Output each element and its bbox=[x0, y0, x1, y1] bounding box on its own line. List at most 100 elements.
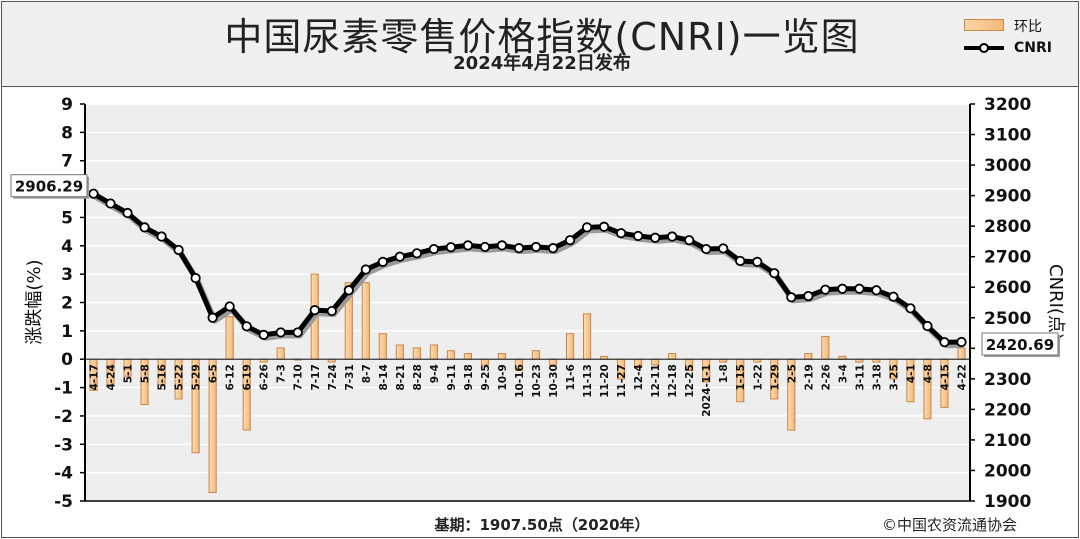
cnri-point bbox=[838, 285, 846, 293]
right-axis-title: CNRI(点) bbox=[1045, 264, 1066, 340]
cnri-point bbox=[328, 307, 336, 315]
cnri-point bbox=[685, 236, 693, 244]
category-label: 12-4 bbox=[633, 364, 645, 390]
cnri-point bbox=[634, 232, 642, 240]
cnri-point bbox=[464, 241, 472, 249]
cnri-point bbox=[889, 292, 897, 300]
cnri-point bbox=[872, 286, 880, 294]
left-tick-label: -1 bbox=[54, 379, 73, 399]
category-label: 2024-1-1 bbox=[701, 364, 713, 417]
category-label: 11-20 bbox=[599, 364, 611, 398]
category-label: 1-8 bbox=[718, 364, 730, 383]
bar-mark bbox=[805, 354, 812, 360]
annotation-last-value: 2420.69 bbox=[982, 333, 1060, 357]
cnri-point bbox=[600, 223, 608, 231]
category-label: 6-19 bbox=[242, 364, 254, 390]
right-tick-label: 2000 bbox=[984, 461, 1031, 481]
cnri-point bbox=[719, 244, 727, 252]
cnri-point bbox=[821, 285, 829, 293]
right-tick-label: 3100 bbox=[984, 126, 1031, 146]
cnri-point bbox=[617, 229, 625, 237]
category-label: 9-25 bbox=[480, 364, 492, 390]
bar-mark bbox=[362, 283, 369, 360]
cnri-point bbox=[549, 244, 557, 252]
category-label: 3-4 bbox=[837, 364, 849, 383]
copyright-note: ©中国农资流通协会 bbox=[882, 514, 1017, 535]
right-tick-label: 2200 bbox=[984, 400, 1031, 420]
category-label: 6-12 bbox=[225, 364, 237, 390]
category-label: 4-15 bbox=[939, 364, 951, 390]
cnri-point bbox=[481, 243, 489, 251]
category-label: 10-23 bbox=[531, 364, 543, 398]
category-label: 7-31 bbox=[344, 364, 356, 390]
cnri-point bbox=[770, 269, 778, 277]
cnri-point bbox=[957, 338, 965, 346]
cnri-point bbox=[702, 245, 710, 253]
left-tick-label: 5 bbox=[61, 208, 73, 228]
bar-mark bbox=[447, 351, 454, 360]
category-label: 12-18 bbox=[667, 364, 679, 398]
category-label: 2-26 bbox=[820, 364, 832, 390]
cnri-point bbox=[532, 243, 540, 251]
left-tick-label: 1 bbox=[61, 322, 73, 342]
category-label: 9-11 bbox=[446, 364, 458, 390]
category-label: 5-29 bbox=[191, 364, 203, 390]
cnri-point bbox=[651, 234, 659, 242]
cnri-point bbox=[804, 292, 812, 300]
category-label: 1-29 bbox=[769, 364, 781, 390]
category-label: 12-11 bbox=[650, 364, 662, 398]
cnri-point bbox=[225, 302, 233, 310]
category-label: 3-18 bbox=[871, 364, 883, 390]
category-label: 10-16 bbox=[514, 364, 526, 398]
cnri-point bbox=[906, 304, 914, 312]
right-tick-label: 2700 bbox=[984, 248, 1031, 268]
cnri-point bbox=[430, 245, 438, 253]
cnri-point bbox=[379, 258, 387, 266]
category-label: 6-5 bbox=[208, 364, 220, 383]
left-tick-label: -5 bbox=[54, 492, 73, 512]
right-tick-label: 3000 bbox=[984, 156, 1031, 176]
cnri-point bbox=[923, 322, 931, 330]
bar-mark bbox=[396, 345, 403, 359]
cnri-point bbox=[294, 328, 302, 336]
category-label: 7-24 bbox=[327, 364, 339, 390]
category-label: 5-16 bbox=[157, 364, 169, 390]
left-tick-label: -4 bbox=[54, 464, 73, 484]
bar-mark bbox=[652, 359, 659, 365]
category-label: 9-4 bbox=[429, 364, 441, 383]
cnri-point bbox=[311, 306, 319, 314]
cnri-point bbox=[157, 232, 165, 240]
annotation-last-value-text: 2420.69 bbox=[986, 336, 1054, 354]
cnri-point bbox=[106, 199, 114, 207]
right-tick-label: 2100 bbox=[984, 431, 1031, 451]
bar-mark bbox=[669, 354, 676, 360]
category-label: 7-17 bbox=[310, 364, 322, 390]
cnri-point bbox=[787, 293, 795, 301]
category-label: 12-25 bbox=[684, 364, 696, 398]
cnri-point bbox=[174, 246, 182, 254]
left-tick-label: 0 bbox=[61, 350, 73, 370]
category-label: 4-1 bbox=[905, 364, 917, 383]
left-tick-label: -2 bbox=[54, 407, 73, 427]
cnri-point bbox=[940, 338, 948, 346]
category-label: 2-19 bbox=[803, 364, 815, 390]
cnri-point bbox=[123, 209, 131, 217]
cnri-point bbox=[566, 236, 574, 244]
cnri-point bbox=[583, 223, 591, 231]
category-label: 11-13 bbox=[582, 364, 594, 398]
left-axis-title: 涨跌幅(%) bbox=[24, 259, 45, 344]
bar-mark bbox=[464, 354, 471, 360]
cnri-point bbox=[736, 257, 744, 265]
bar-mark bbox=[430, 345, 437, 359]
left-tick-label: 4 bbox=[61, 237, 73, 257]
category-label: 11-6 bbox=[565, 364, 577, 390]
bar-mark bbox=[549, 359, 556, 365]
category-label: 4-24 bbox=[106, 364, 118, 390]
category-label: 4-22 bbox=[956, 364, 968, 390]
cnri-point bbox=[260, 331, 268, 339]
category-label: 10-9 bbox=[497, 364, 509, 390]
cnri-point bbox=[668, 232, 676, 240]
category-label: 7-3 bbox=[276, 364, 288, 383]
